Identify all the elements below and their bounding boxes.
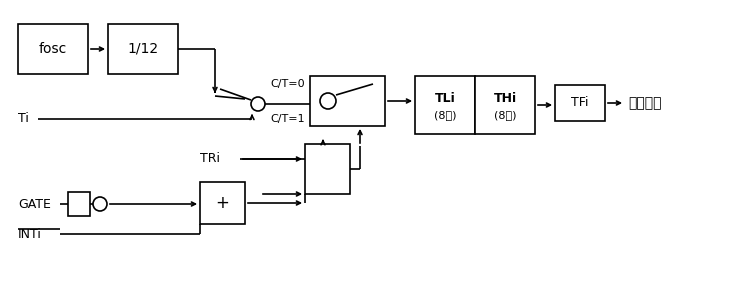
- Text: (8位): (8位): [434, 110, 456, 121]
- Text: Ti: Ti: [18, 112, 29, 125]
- Text: TLi: TLi: [435, 92, 456, 105]
- Bar: [475, 76, 535, 134]
- Text: 1/12: 1/12: [128, 42, 158, 56]
- Bar: [68, 192, 90, 216]
- Text: GATE: GATE: [18, 197, 51, 210]
- Bar: [108, 24, 178, 74]
- Text: 中断请求: 中断请求: [628, 96, 662, 110]
- Text: +: +: [216, 194, 229, 212]
- Bar: [310, 76, 385, 126]
- Text: C/T=0: C/T=0: [270, 79, 305, 89]
- Text: TRi: TRi: [200, 153, 220, 166]
- Bar: [305, 144, 350, 194]
- Bar: [415, 76, 475, 134]
- Text: THi: THi: [494, 92, 517, 105]
- Text: (8位): (8位): [494, 110, 516, 121]
- Bar: [555, 85, 605, 121]
- Text: C/T=1: C/T=1: [270, 114, 305, 124]
- Text: INTi: INTi: [18, 227, 42, 240]
- Bar: [200, 182, 245, 224]
- Text: TFi: TFi: [571, 97, 589, 110]
- Bar: [18, 24, 88, 74]
- Text: fosc: fosc: [39, 42, 67, 56]
